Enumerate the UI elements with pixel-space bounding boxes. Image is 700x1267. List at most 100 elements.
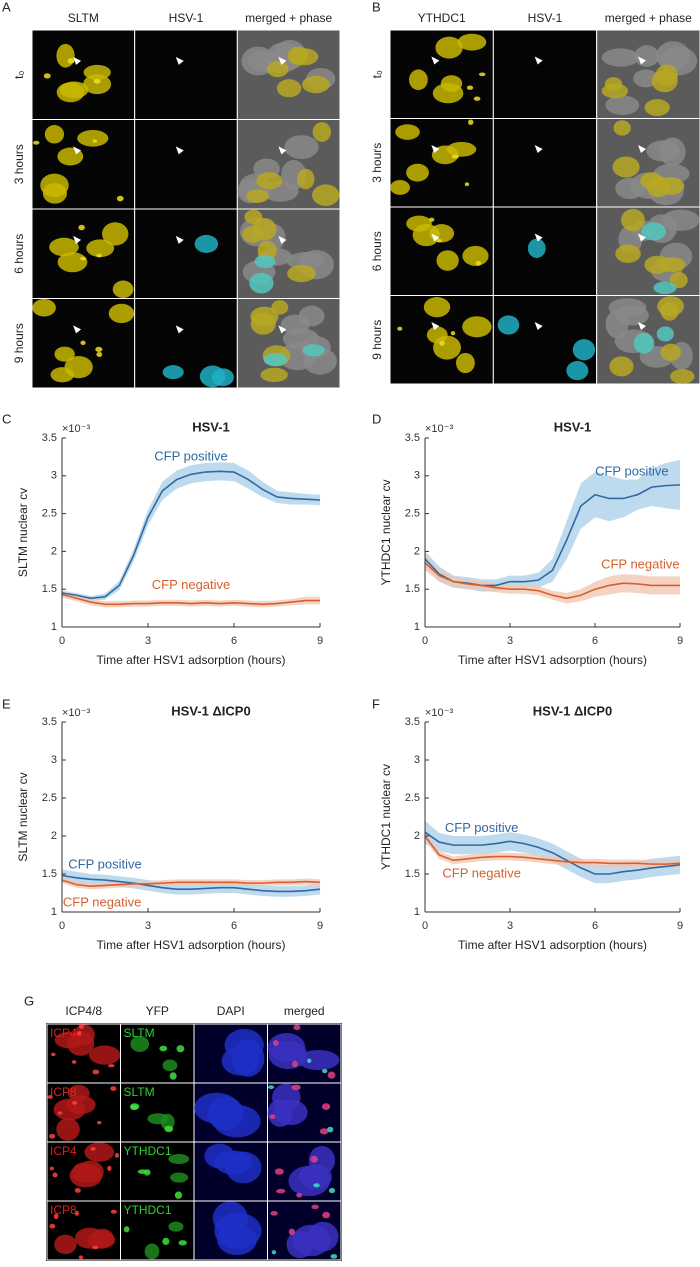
cell-nucleus (144, 1243, 160, 1260)
cell-nucleus (267, 1085, 275, 1090)
cell-nucleus (112, 280, 134, 299)
cell-nucleus (56, 1118, 80, 1141)
series-line (61, 470, 321, 600)
cell-nucleus (307, 1058, 312, 1064)
cell-nucleus (123, 1226, 130, 1233)
cell-nucleus (566, 361, 589, 381)
cell-nucleus (440, 75, 463, 92)
cell-nucleus (390, 180, 410, 195)
micrograph (120, 1141, 195, 1202)
x-tick-label: 0 (422, 920, 428, 932)
cell-nucleus (269, 1114, 276, 1120)
cell-nucleus (242, 225, 264, 243)
cell-nucleus (609, 356, 634, 377)
arrow (278, 235, 287, 244)
cell-nucleus (83, 74, 112, 95)
cell-nucleus (92, 1069, 100, 1075)
cell-nucleus (263, 353, 288, 367)
y-tick-label: 2 (414, 545, 420, 557)
cell-nucleus (312, 122, 331, 142)
y-multiplier: ×10⁻³ (425, 707, 453, 719)
cell-nucleus (644, 99, 670, 117)
cell-nucleus (660, 301, 679, 321)
cell-nucleus (52, 1172, 58, 1178)
cell-nucleus (130, 1035, 150, 1053)
cell-nucleus (468, 119, 474, 125)
cell-nucleus (66, 1095, 96, 1115)
cell-nucleus (54, 346, 75, 362)
cell-nucleus (80, 340, 86, 345)
chart-title: HSV-1 ΔICP0 (171, 703, 250, 718)
x-tick-label: 9 (317, 920, 323, 932)
column-label: HSV-1 (169, 11, 204, 25)
cell-nucleus (651, 69, 678, 93)
error-band (62, 462, 320, 601)
cell-nucleus (327, 1126, 334, 1133)
cell-nucleus (95, 346, 103, 352)
cell-nucleus (49, 1223, 56, 1229)
cell-nucleus (42, 183, 67, 204)
column-label: HSV-1 (528, 11, 563, 25)
cell-nucleus (162, 1237, 170, 1246)
cell-nucleus (116, 195, 124, 202)
panel-letter: G (24, 993, 34, 1008)
cell-nucleus (613, 120, 631, 136)
cell-nucleus (605, 95, 640, 115)
cell-nucleus (297, 1050, 340, 1071)
cell-nucleus (312, 184, 340, 206)
cell-nucleus (286, 1230, 314, 1259)
cell-nucleus (194, 234, 219, 253)
panel-letter: E (2, 696, 11, 711)
cell-nucleus (102, 222, 129, 246)
arrow (431, 322, 440, 331)
series-line (424, 831, 681, 875)
cell-nucleus (260, 367, 288, 383)
cell-nucleus (162, 365, 184, 380)
cell-nucleus (451, 154, 459, 159)
error-band (425, 555, 680, 604)
cell-nucleus (612, 156, 640, 178)
cell-nucleus (266, 61, 289, 78)
cell-nucleus (272, 1083, 301, 1112)
cell-nucleus (49, 237, 79, 257)
cell-nucleus (49, 1166, 54, 1171)
series-label: CFP negative (442, 865, 521, 880)
cell-nucleus (137, 1169, 147, 1174)
cell-nucleus (446, 141, 477, 157)
series-label: CFP positive (595, 463, 668, 478)
series-label: CFP negative (601, 556, 680, 571)
y-tick-label: 1.5 (42, 868, 57, 880)
y-tick-label: 3 (51, 754, 57, 766)
chart-title: HSV-1 (554, 419, 592, 434)
arrow (534, 233, 543, 242)
arrow (431, 145, 440, 154)
x-axis-label: Time after HSV1 adsorption (hours) (458, 653, 647, 667)
cell-nucleus (406, 163, 429, 182)
cell-nucleus (96, 351, 103, 357)
arrow (638, 56, 646, 65)
arrow (638, 322, 646, 331)
cell-nucleus (96, 1120, 102, 1125)
cell-nucleus (322, 1068, 328, 1074)
arrow (638, 145, 646, 154)
cell-nucleus (450, 331, 456, 336)
x-tick-label: 9 (317, 635, 323, 647)
cell-nucleus (615, 244, 641, 263)
y-axis-label: SLTM nuclear cv (16, 772, 30, 861)
cell-nucleus (288, 1228, 295, 1236)
micrograph (134, 119, 238, 210)
x-tick-label: 0 (59, 635, 65, 647)
arrow (278, 325, 287, 334)
stain-label: ICP8 (50, 1203, 77, 1217)
cell-nucleus (84, 1142, 115, 1162)
panel-letter: B (372, 0, 381, 14)
column-label: merged + phase (605, 11, 692, 25)
cell-nucleus (33, 140, 40, 145)
cell-nucleus (78, 1024, 84, 1029)
x-tick-label: 3 (145, 635, 151, 647)
row-label: 9 hours (12, 323, 26, 363)
cell-nucleus (473, 96, 481, 101)
series-line (61, 593, 320, 606)
row-label: t₀ (370, 70, 384, 78)
cell-nucleus (83, 64, 111, 80)
